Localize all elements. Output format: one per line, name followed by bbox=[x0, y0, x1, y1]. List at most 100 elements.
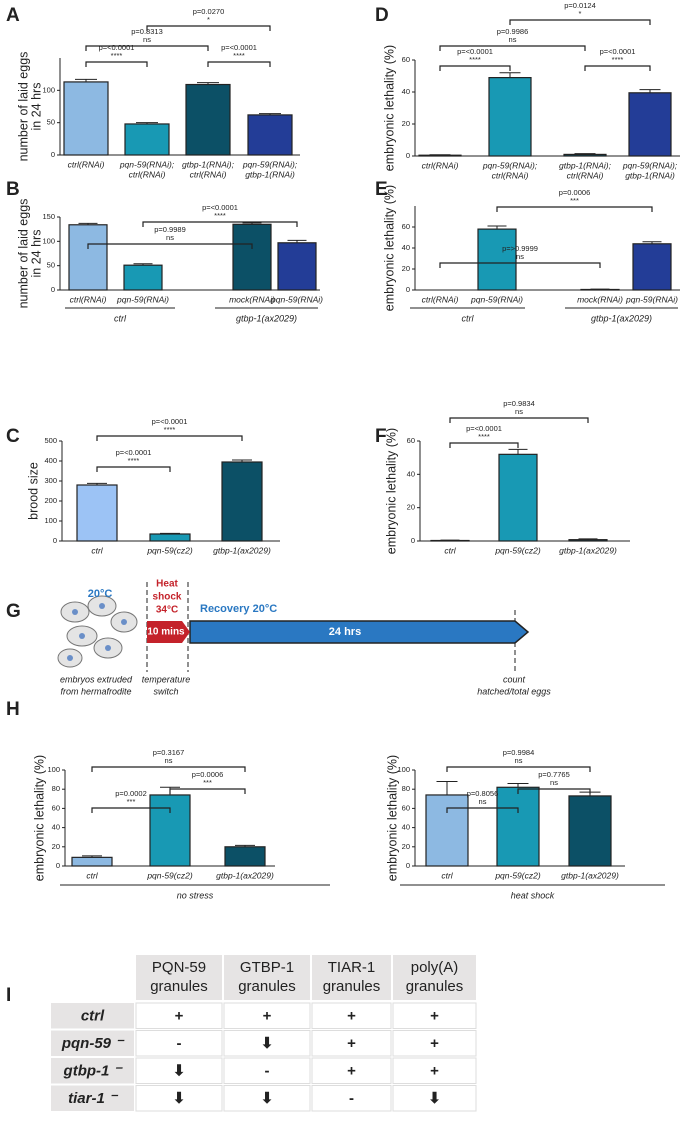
significance-bracket bbox=[91, 807, 171, 813]
p-value: p=0.9834 bbox=[503, 399, 535, 408]
bar bbox=[232, 223, 272, 291]
x-tick-label: pqn-59(RNAi); bbox=[119, 159, 175, 169]
p-value: p=<0.0001 bbox=[99, 43, 135, 52]
bar bbox=[563, 153, 607, 157]
table-cell bbox=[223, 1030, 311, 1057]
significance: **** bbox=[612, 55, 624, 64]
table-cell bbox=[223, 1002, 311, 1029]
heat-shock-label: 34°C bbox=[156, 605, 178, 616]
p-value: p=0.7765 bbox=[538, 770, 570, 779]
table-cell bbox=[392, 1085, 477, 1112]
significance: **** bbox=[128, 456, 140, 465]
significance: ns bbox=[479, 797, 487, 806]
y-tick-label: 40 bbox=[402, 243, 410, 252]
y-tick-label: 60 bbox=[407, 436, 415, 445]
bar bbox=[628, 92, 672, 157]
y-tick-label: 100 bbox=[397, 765, 410, 774]
y-axis-label: number of laid eggs bbox=[16, 52, 30, 162]
y-tick-label: 0 bbox=[56, 861, 60, 870]
p-value: p=<0.0001 bbox=[600, 47, 636, 56]
x-tick-label: pqn-59(RNAi) bbox=[625, 294, 678, 304]
row-header: pqn-59 ⁻ bbox=[61, 1035, 125, 1052]
y-tick-label: 0 bbox=[406, 151, 410, 160]
column-header: poly(A) bbox=[411, 959, 459, 976]
x-tick-label: gtbp-1(ax2029) bbox=[213, 545, 271, 555]
significance-bracket bbox=[142, 221, 298, 227]
y-tick-label: 50 bbox=[47, 118, 55, 127]
x-tick-label: pqn-59(RNAi); bbox=[482, 160, 538, 170]
x-tick-label: gtbp-1(ax2029) bbox=[561, 870, 619, 880]
group-label: gtbp-1(ax2029) bbox=[591, 313, 652, 323]
panel-g-diagram: G 20°C Heat shock 34°C Recovery 20°C 10 … bbox=[6, 579, 551, 697]
y-tick-label: 400 bbox=[44, 456, 57, 465]
x-tick-label: ctrl(RNAi) bbox=[190, 169, 227, 179]
significance: ns bbox=[550, 778, 558, 787]
nucleus bbox=[121, 619, 127, 625]
significance: * bbox=[207, 15, 210, 24]
x-tick-label: pqn-59(RNAi) bbox=[270, 294, 323, 304]
y-tick-label: 0 bbox=[411, 536, 415, 545]
header-cell bbox=[136, 955, 222, 1000]
bar bbox=[247, 114, 293, 156]
y-tick-label: 50 bbox=[47, 261, 55, 270]
x-tick-label: mock(RNAi) bbox=[577, 294, 623, 304]
p-value: p=0.9989 bbox=[154, 225, 186, 234]
temperature-label: 20°C bbox=[88, 588, 113, 600]
bar bbox=[63, 81, 109, 156]
y-tick-label: 40 bbox=[402, 823, 410, 832]
significance: ns bbox=[166, 233, 174, 242]
cell-value: + bbox=[347, 1035, 356, 1052]
y-axis-label: in 24 hrs bbox=[29, 230, 43, 278]
x-tick-label: pqn-59(RNAi); bbox=[622, 160, 678, 170]
x-tick-label: ctrl(RNAi) bbox=[422, 160, 459, 170]
nucleus bbox=[67, 655, 73, 661]
significance: **** bbox=[478, 432, 490, 441]
y-tick-label: 40 bbox=[407, 469, 415, 478]
column-header: granules bbox=[323, 978, 381, 995]
y-tick-label: 100 bbox=[42, 236, 55, 245]
significance: **** bbox=[233, 51, 245, 60]
cell-value: + bbox=[175, 1008, 184, 1025]
table-cell bbox=[135, 1002, 223, 1029]
y-tick-label: 200 bbox=[44, 496, 57, 505]
column-header: granules bbox=[150, 978, 208, 995]
cell-value: + bbox=[430, 1035, 439, 1052]
p-value: p=0.0002 bbox=[115, 789, 147, 798]
group-label: ctrl bbox=[114, 313, 127, 323]
p-value: p=<0.0001 bbox=[221, 43, 257, 52]
header-cell bbox=[312, 955, 391, 1000]
x-tick-label: pqn-59(cz2) bbox=[146, 870, 193, 880]
significance: ns bbox=[516, 252, 524, 261]
significance-bracket bbox=[85, 45, 209, 51]
x-tick-label: pqn-59(RNAi); bbox=[242, 159, 298, 169]
significance: *** bbox=[127, 797, 136, 806]
cell-value: + bbox=[263, 1008, 272, 1025]
table-cell bbox=[392, 1057, 477, 1084]
y-tick-label: 60 bbox=[402, 803, 410, 812]
p-value: p=<0.0001 bbox=[466, 424, 502, 433]
y-tick-label: 20 bbox=[402, 119, 410, 128]
panel-letter: A bbox=[6, 5, 20, 26]
step-note: from hermafrodite bbox=[60, 686, 131, 696]
bar bbox=[498, 453, 538, 542]
bar bbox=[277, 242, 317, 291]
p-value: p=<0.0001 bbox=[202, 203, 238, 212]
significance-bracket bbox=[146, 25, 271, 31]
y-tick-label: 80 bbox=[402, 784, 410, 793]
row-header-cell bbox=[51, 1085, 134, 1111]
x-tick-label: gtbp-1(ax2029) bbox=[216, 870, 274, 880]
significance-bracket bbox=[496, 206, 653, 212]
p-value: p=0.8056 bbox=[467, 789, 499, 798]
y-axis-label: number of laid eggs bbox=[16, 199, 30, 309]
table-cell bbox=[392, 1002, 477, 1029]
bar bbox=[568, 539, 608, 542]
x-tick-label: ctrl bbox=[86, 870, 98, 880]
x-tick-label: pqn-59(cz2) bbox=[494, 545, 541, 555]
y-tick-label: 20 bbox=[402, 842, 410, 851]
table-cell bbox=[311, 1030, 392, 1057]
cell-value: + bbox=[430, 1008, 439, 1025]
significance: *** bbox=[570, 196, 579, 205]
y-tick-label: 0 bbox=[51, 285, 55, 294]
cell-value: - bbox=[349, 1090, 354, 1107]
